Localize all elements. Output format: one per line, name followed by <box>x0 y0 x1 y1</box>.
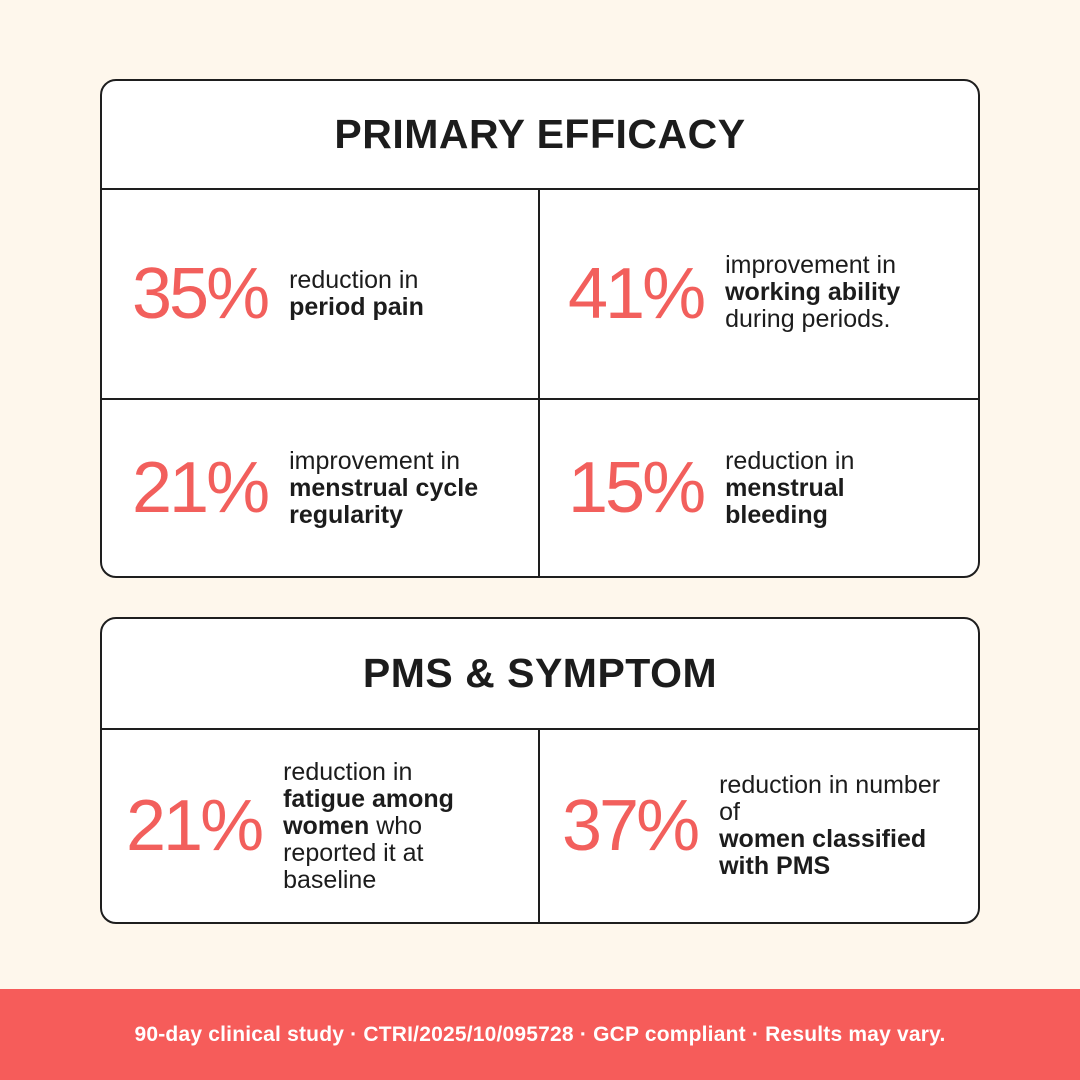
stat-desc-text: reduction in <box>725 446 855 475</box>
stat-desc-tail: who reported it at baseline <box>283 811 424 894</box>
stat-description: reduction in fatigue among women who rep… <box>283 757 483 894</box>
pms-symptom-grid: 21% reduction in fatigue among women who… <box>102 730 978 922</box>
stat-menstrual-bleeding: 15% reduction in menstrual bleeding <box>540 400 978 576</box>
stat-desc-bold: working ability <box>725 277 901 306</box>
stat-desc-bold: fatigue among women <box>283 784 454 840</box>
stat-desc-bold: women classified with PMS <box>719 825 927 880</box>
stat-value: 37% <box>562 786 700 866</box>
stat-cycle-regularity: 21% improvement in menstrual cycle regul… <box>102 400 540 576</box>
stat-pms-classification: 37% reduction in number of women classif… <box>540 730 978 922</box>
stat-fatigue: 21% reduction in fatigue among women who… <box>102 730 540 922</box>
stat-value: 15% <box>568 448 706 528</box>
stat-value: 41% <box>568 254 706 334</box>
stat-description: improvement in working ability during pe… <box>725 250 901 333</box>
stat-desc-text: reduction in <box>289 266 419 294</box>
stat-desc-text: improvement in <box>725 250 897 279</box>
stat-description: reduction in number of women classified … <box>719 772 949 880</box>
stat-desc-text: reduction in number of <box>719 771 941 826</box>
stat-desc-bold: period pain <box>289 293 424 321</box>
stat-desc-text: reduction in <box>283 757 413 786</box>
disclaimer-footer: 90-day clinical study · CTRI/2025/10/095… <box>0 989 1080 1080</box>
stat-desc-tail: during periods. <box>725 304 891 333</box>
stat-desc-bold: menstrual cycle regularity <box>289 473 479 529</box>
primary-efficacy-grid: 35% reduction in period pain 41% improve… <box>102 190 978 576</box>
stat-value: 35% <box>132 254 270 334</box>
pms-symptom-card: PMS & SYMPTOM 21% reduction in fatigue a… <box>100 617 980 924</box>
stat-description: reduction in menstrual bleeding <box>725 446 885 529</box>
stat-working-ability: 41% improvement in working ability durin… <box>540 190 978 400</box>
stat-description: improvement in menstrual cycle regularit… <box>289 446 504 529</box>
primary-efficacy-title: PRIMARY EFFICACY <box>102 81 978 190</box>
stat-period-pain: 35% reduction in period pain <box>102 190 540 400</box>
disclaimer-text: 90-day clinical study · CTRI/2025/10/095… <box>134 1022 946 1046</box>
stat-desc-text: improvement in <box>289 446 461 475</box>
stat-value: 21% <box>126 786 264 866</box>
stat-description: reduction in period pain <box>289 267 424 321</box>
stat-desc-bold: menstrual bleeding <box>725 473 845 529</box>
pms-symptom-title: PMS & SYMPTOM <box>102 619 978 730</box>
stat-value: 21% <box>132 448 270 528</box>
primary-efficacy-card: PRIMARY EFFICACY 35% reduction in period… <box>100 79 980 578</box>
